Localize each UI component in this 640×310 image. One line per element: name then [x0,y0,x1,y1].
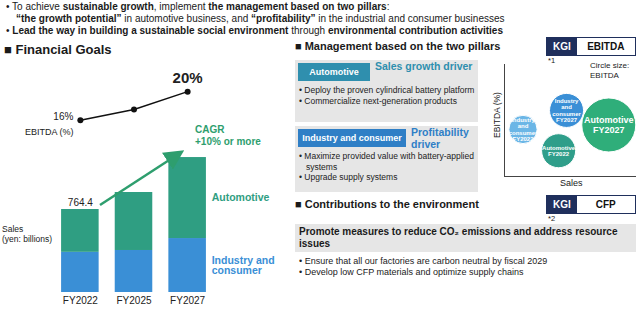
svg-text:Automotive: Automotive [212,191,270,203]
html-text:“the growth potential” in auto: “the growth potential” in automotive bus… [16,13,505,24]
html-text:■ Financial Goals: ■ Financial Goals [4,42,112,57]
svg-text:IndustryandconsumerFY2027: IndustryandconsumerFY2027 [552,98,581,123]
html-text:KGI: KGI [553,41,571,52]
html-text:*1: *1 [548,56,556,65]
html-text:EBITDA: EBITDA [587,41,625,52]
html-text:Sales growth driver: Sales growth driver [375,60,473,72]
html-text:Profitability driver: Profitability driver [411,126,469,150]
html-text:Sales (yen: billions): Sales (yen: billions) [2,224,53,244]
html-text:EBITDA (%): EBITDA (%) [492,92,502,138]
html-text:• Maximize provided value with: • Maximize provided value with battery-a… [299,151,474,172]
svg-text:AutomotiveFY2022: AutomotiveFY2022 [542,145,576,157]
html-text:Promote measures to reduce CO₂: Promote measures to reduce CO₂ emissions… [299,226,618,249]
html-text:Industry and consumer: Industry and consumer [302,133,402,143]
html-text:CAGR +10% or more: CAGR +10% or more [195,124,261,147]
svg-text:FY2027: FY2027 [170,295,205,306]
svg-text:AutomotiveFY2027: AutomotiveFY2027 [584,115,634,134]
html-text:• Deploy the proven cylindrica: • Deploy the proven cylindrical battery … [299,85,475,95]
html-text:Automotive: Automotive [309,67,359,77]
html-text:• Upgrade supply systems: • Upgrade supply systems [299,172,398,182]
html-text:■ Management based on the two: ■ Management based on the two pillars [295,40,501,52]
html-text:• Commercialize next-generatio: • Commercialize next-generation products [299,95,457,106]
svg-text:764.4: 764.4 [68,197,93,208]
svg-text:FY2025: FY2025 [116,295,151,306]
html-text:*2: *2 [548,214,556,223]
html-text:• To achieve sustainable growt: • To achieve sustainable growth, impleme… [6,1,390,12]
svg-text:Industry andconsumer: Industry andconsumer [212,254,275,277]
html-text:Circle size: EBITDA: Circle size: EBITDA [590,61,630,80]
html-text:CFP: CFP [595,199,616,210]
html-text:• Ensure that all our factorie: • Ensure that all our factories are carb… [299,256,548,266]
html-text:EBITDA (%): EBITDA (%) [25,127,74,137]
html-text:KGI: KGI [553,199,571,210]
html-text:• Lead the way in building a s: • Lead the way in building a sustainable… [6,25,503,36]
svg-text:16%: 16% [53,111,73,122]
html-text:■ Contributions to the environ: ■ Contributions to the environment [295,198,479,210]
html-text:• Develop low CFP materials an: • Develop low CFP materials and optimize… [299,267,524,277]
svg-text:FY2022: FY2022 [63,295,98,306]
html-text:Sales: Sales [560,178,583,188]
svg-text:IndustryandconsumerFY2022: IndustryandconsumerFY2022 [509,117,538,142]
svg-text:20%: 20% [173,69,203,86]
